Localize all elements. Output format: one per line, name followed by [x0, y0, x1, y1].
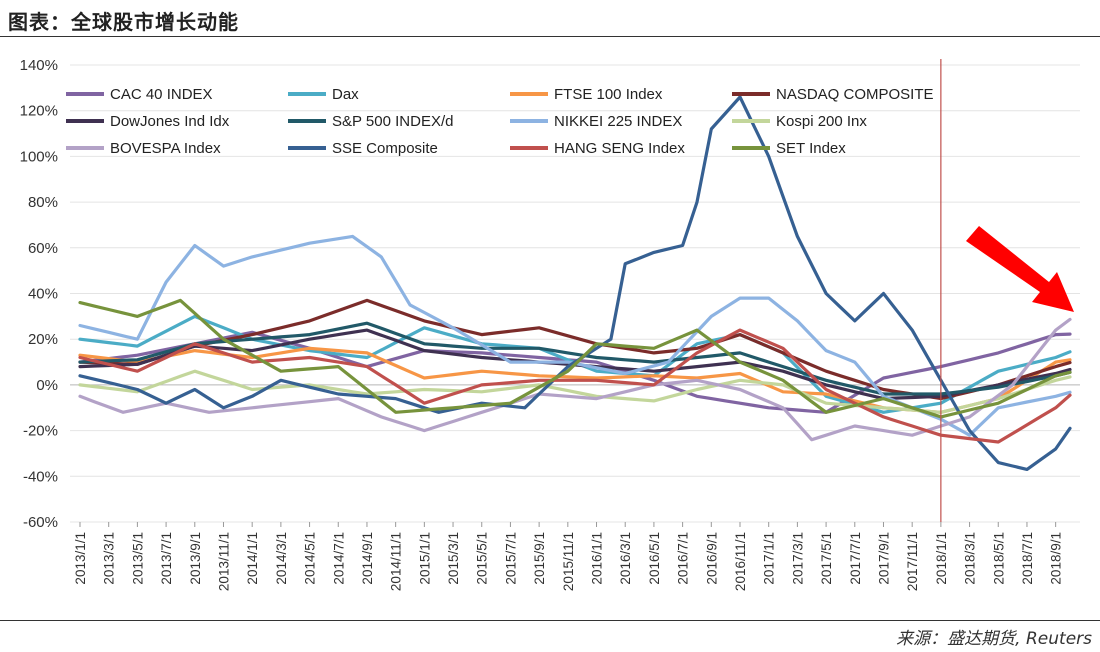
x-tick-label: 2014/7/1 [331, 532, 346, 585]
legend-label-set-index: SET Index [776, 140, 846, 157]
legend-label-sse-composite: SSE Composite [332, 140, 438, 157]
x-tick-label: 2015/9/1 [532, 532, 547, 585]
x-tick-label: 2015/11/1 [561, 532, 576, 591]
x-tick-label: 2016/11/1 [733, 532, 748, 591]
x-tick-label: 2013/3/1 [102, 532, 117, 585]
x-tick-label: 2017/9/1 [876, 532, 891, 585]
y-tick-label: 120% [20, 103, 58, 120]
x-tick-label: 2013/9/1 [188, 532, 203, 585]
red-arrow-icon [966, 226, 1074, 312]
y-tick-label: 80% [28, 194, 58, 211]
x-tick-label: 2016/9/1 [704, 532, 719, 585]
x-tick-label: 2014/9/1 [360, 532, 375, 585]
series-lines [78, 95, 1072, 471]
x-tick-label: 2016/5/1 [647, 532, 662, 585]
x-tick-label: 2014/5/1 [303, 532, 318, 585]
legend-label-dowjones-ind-idx: DowJones Ind Idx [110, 113, 230, 130]
y-tick-label: -60% [23, 514, 58, 531]
legend-label-dax: Dax [332, 86, 359, 103]
y-tick-label: 40% [28, 286, 58, 303]
legend-label-nasdaq-composite: NASDAQ COMPOSITE [776, 86, 934, 103]
x-tick-label: 2018/3/1 [963, 532, 978, 585]
x-tick-label: 2014/11/1 [389, 532, 404, 591]
x-tick-label: 2016/3/1 [618, 532, 633, 585]
x-tick-label: 2017/5/1 [819, 532, 834, 585]
series-line-hang-seng-index [78, 328, 1072, 444]
y-tick-label: 0% [36, 377, 58, 394]
x-tick-label: 2017/3/1 [790, 532, 805, 585]
series-line-set-index [78, 298, 1072, 419]
y-tick-label: 60% [28, 240, 58, 257]
x-tick-label: 2014/3/1 [274, 532, 289, 585]
chart-title: 图表：全球股市增长动能 [8, 10, 239, 34]
legend: CAC 40 INDEX Dax FTSE 100 Index NASDAQ COMP… [66, 86, 934, 157]
x-tick-label: 2017/7/1 [848, 532, 863, 585]
series-line-sse-composite [78, 95, 1072, 471]
y-grid [70, 64, 1080, 523]
x-tick-label: 2015/7/1 [503, 532, 518, 585]
x-tick-label: 2016/1/1 [590, 532, 605, 585]
x-tick-label: 2016/7/1 [676, 532, 691, 585]
legend-label-s-p-500-index-d: S&P 500 INDEX/d [332, 113, 453, 130]
x-tick-label: 2015/5/1 [475, 532, 490, 585]
x-tick-label: 2018/1/1 [934, 532, 949, 585]
legend-label-kospi-200-inx: Kospi 200 Inx [776, 113, 867, 130]
x-tick-label: 2015/3/1 [446, 532, 461, 585]
x-tick-label: 2015/1/1 [417, 532, 432, 585]
y-tick-label: -40% [23, 468, 58, 485]
line-chart: -60% -40% -20% 0% 20% 40% 60% 80% 100% 120% 140% 2… [20, 57, 1080, 591]
x-tick-label: 2014/1/1 [245, 532, 260, 585]
trend-arrow-annotation [966, 226, 1074, 312]
series-line-bovespa-index [78, 317, 1072, 442]
x-tick-label: 2018/7/1 [1020, 532, 1035, 585]
legend-label-ftse-100-index: FTSE 100 Index [554, 86, 663, 103]
y-tick-label: 140% [20, 57, 58, 74]
x-tick-label: 2013/11/1 [216, 532, 231, 591]
x-tick-label: 2018/9/1 [1049, 532, 1064, 585]
series-line-s-p-500-index-d [78, 321, 1072, 396]
x-tick-label: 2017/11/1 [905, 532, 920, 591]
y-tick-label: 20% [28, 331, 58, 348]
source-note: 来源：盛达期货, Reuters [896, 629, 1092, 649]
x-tick-label: 2013/7/1 [159, 532, 174, 585]
x-axis-ticks: 2013/1/1 2013/3/1 2013/5/1 2013/7/1 2013/9/1… [73, 522, 1064, 591]
x-tick-label: 2018/5/1 [991, 532, 1006, 585]
top-divider [0, 36, 1100, 37]
y-tick-label: 100% [20, 148, 58, 165]
x-tick-label: 2013/1/1 [73, 532, 88, 585]
y-tick-label: -20% [23, 423, 58, 440]
legend-label-nikkei-225-index: NIKKEI 225 INDEX [554, 113, 682, 130]
x-tick-label: 2017/1/1 [762, 532, 777, 585]
series-line-kospi-200-inx [78, 369, 1072, 414]
legend-label-hang-seng-index: HANG SENG Index [554, 140, 685, 157]
y-axis-ticks: -60% -40% -20% 0% 20% 40% 60% 80% 100% 120% 140% [20, 57, 58, 531]
legend-label-cac-40-index: CAC 40 INDEX [110, 86, 213, 103]
legend-label-bovespa-index: BOVESPA Index [110, 140, 221, 157]
bottom-divider [0, 620, 1100, 621]
x-tick-label: 2013/5/1 [130, 532, 145, 585]
